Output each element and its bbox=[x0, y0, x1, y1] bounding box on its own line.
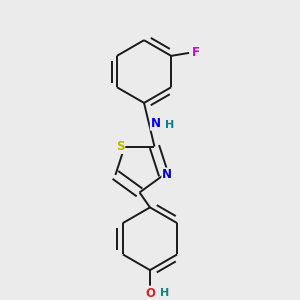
Text: S: S bbox=[116, 140, 124, 153]
Text: H: H bbox=[165, 120, 175, 130]
Text: O: O bbox=[145, 286, 155, 300]
Text: H: H bbox=[160, 288, 169, 298]
Text: N: N bbox=[151, 117, 161, 130]
Text: F: F bbox=[192, 46, 200, 59]
Text: N: N bbox=[162, 168, 172, 182]
